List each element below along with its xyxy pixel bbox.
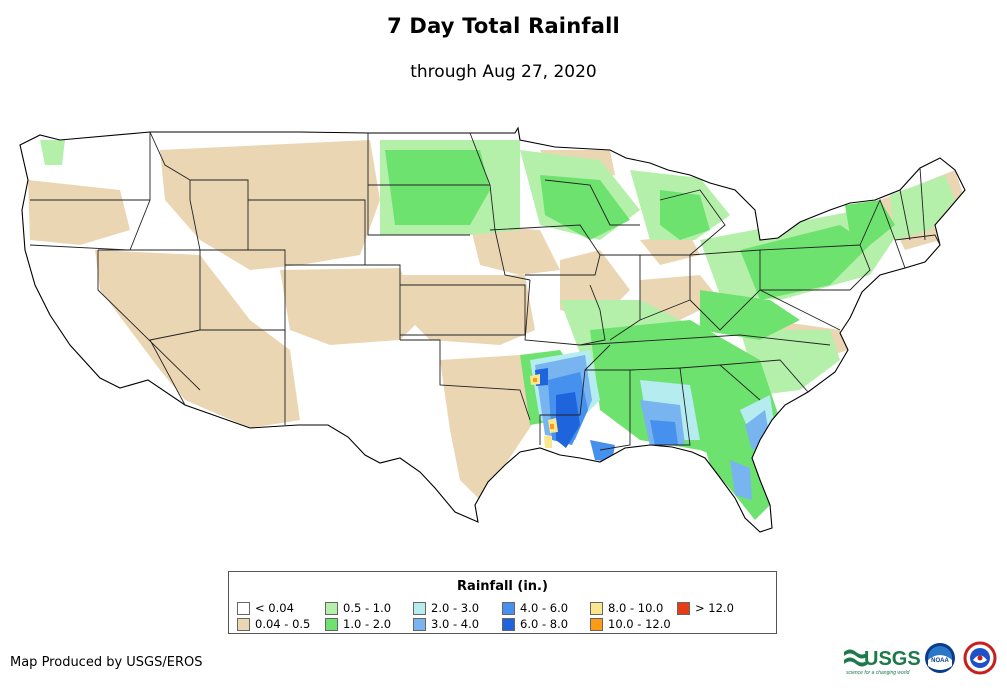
legend-label: 2.0 - 3.0 (431, 601, 480, 615)
legend-swatch (325, 618, 338, 631)
legend-swatch (237, 618, 250, 631)
state-borders (29, 131, 941, 451)
legend-label: 10.0 - 12.0 (608, 617, 671, 631)
legend-label: 3.0 - 4.0 (431, 617, 480, 631)
noaa-text: NOAA (931, 658, 949, 664)
legend-swatch (590, 618, 603, 631)
map-title: 7 Day Total Rainfall (387, 14, 620, 38)
usgs-logo: USGS science for a changing world (844, 648, 921, 676)
usgs-text: USGS (864, 648, 921, 670)
legend-title: Rainfall (in.) (457, 579, 548, 594)
map-subtitle: through Aug 27, 2020 (410, 62, 597, 82)
legend-swatch (677, 602, 690, 615)
map-credit: Map Produced by USGS/EROS (10, 655, 203, 670)
legend-swatch (325, 602, 338, 615)
nws-icon (963, 641, 997, 675)
rainfall-map (19, 127, 966, 533)
legend-label: < 0.04 (255, 601, 294, 615)
legend-label: 4.0 - 6.0 (520, 601, 569, 615)
agency-logos: USGS science for a changing world NOAA (844, 641, 997, 676)
legend-swatch (413, 618, 426, 631)
legend-label: 0.04 - 0.5 (255, 617, 311, 631)
noaa-icon: NOAA (925, 643, 955, 673)
legend-swatch (237, 602, 250, 615)
legend-label: > 12.0 (695, 601, 734, 615)
rainfall-fill (28, 140, 965, 520)
map-legend: Rainfall (in.) < 0.04 0.04 - 0.5 0.5 - 1… (228, 571, 777, 634)
legend-swatch (502, 602, 515, 615)
legend-swatch (413, 602, 426, 615)
legend-swatch (590, 602, 603, 615)
legend-label: 0.5 - 1.0 (343, 601, 392, 615)
legend-swatch (502, 618, 515, 631)
legend-label: 8.0 - 10.0 (608, 601, 664, 615)
legend-label: 1.0 - 2.0 (343, 617, 392, 631)
legend-label: 6.0 - 8.0 (520, 617, 569, 631)
usgs-tagline: science for a changing world (846, 670, 910, 676)
